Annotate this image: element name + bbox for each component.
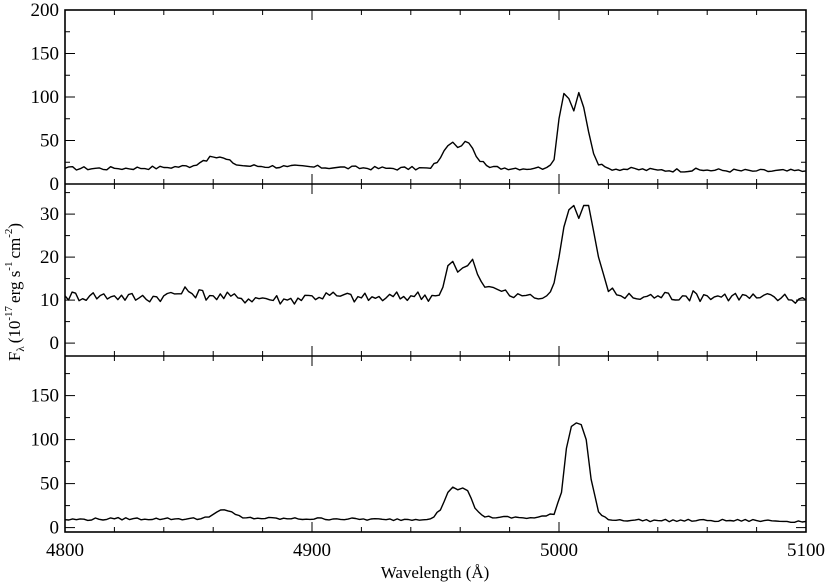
y-tick-label: 100	[31, 430, 60, 451]
panel-top: 0 50 100 150 200	[31, 0, 807, 195]
y-tick-label: 50	[40, 474, 59, 495]
y-title-exp1: -17	[3, 305, 15, 320]
y-title-mid: erg s	[5, 271, 24, 303]
y-tick-label: 150	[31, 386, 60, 407]
panel-frames	[64, 9, 807, 533]
y-tick-label: 20	[40, 247, 59, 268]
y-title-base: F	[5, 352, 24, 361]
y-title-close: )	[5, 223, 24, 229]
plot-frame	[64, 9, 807, 533]
x-axis-title: Wavelength (Å)	[381, 563, 490, 582]
x-axis: 4800 4900 5000 5100	[46, 540, 825, 561]
y-axis-title: Fλ (10-17 erg s-1 cm-2)	[3, 223, 27, 361]
x-tick-label: 4800	[46, 540, 84, 561]
y-title-sub: λ	[15, 346, 27, 352]
x-tick-label: 4900	[293, 540, 331, 561]
y-tick-label: 50	[40, 131, 59, 152]
y-tick-label: 10	[40, 290, 59, 311]
y-tick-label: 0	[50, 518, 60, 539]
y-title-exp3: -2	[3, 229, 15, 238]
y-tick-label: 30	[40, 204, 59, 225]
x-tick-label: 5100	[787, 540, 825, 561]
y-title-exp2: -1	[3, 262, 15, 271]
svg-text:Fλ(10-17erg s-1cm-2): Fλ (10-17 erg s-1 cm-2)	[3, 223, 27, 361]
y-tick-label: 0	[50, 174, 60, 195]
y-tick-label: 0	[50, 333, 60, 354]
y-tick-label: 100	[31, 87, 60, 108]
panel-middle: 0 10 20 30	[40, 184, 807, 356]
y-title-tail: cm	[5, 238, 24, 259]
y-tick-label: 200	[31, 0, 60, 21]
spectrum-line-bottom	[64, 422, 807, 523]
x-tick-label: 5000	[540, 540, 578, 561]
spectrum-line-middle	[64, 204, 807, 305]
spectrum-line-top	[64, 91, 807, 173]
y-title-open: (10	[5, 321, 24, 344]
panel-bottom: 0 50 100 150	[31, 356, 807, 539]
y-tick-label: 150	[31, 44, 60, 65]
